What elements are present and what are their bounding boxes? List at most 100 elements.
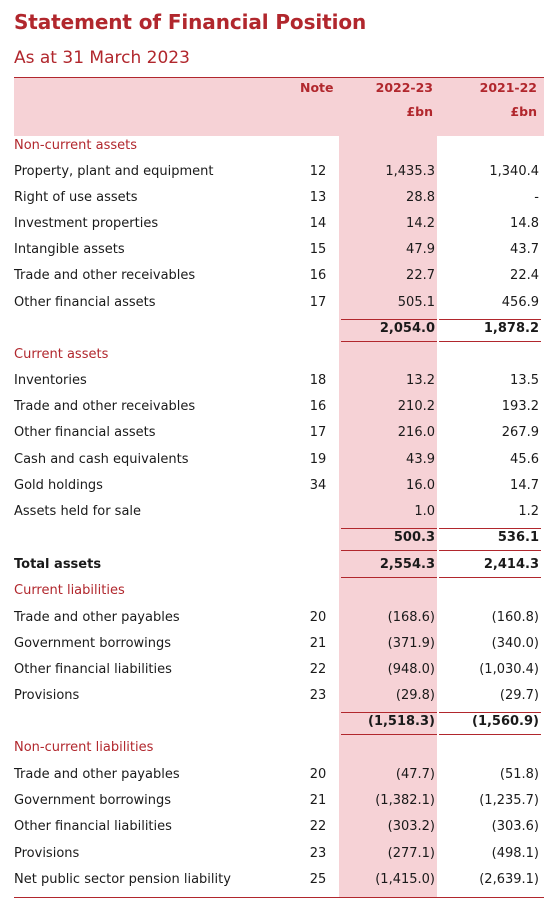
value-2022-23: 505.1 <box>397 295 435 310</box>
table-row: Trade and other receivables 16 22.7 22.4 <box>0 268 550 294</box>
page-title: Statement of Financial Position <box>14 10 367 34</box>
value-2021-22: 43.7 <box>510 242 539 257</box>
value-2021-22: 193.2 <box>501 399 539 414</box>
subtotal-rule <box>341 734 437 735</box>
section-label: Non-current liabilities <box>14 740 154 755</box>
table-row: Net public sector pension liability 25 (1,… <box>0 872 550 898</box>
table-row: Other financial assets 17 505.1 456.9 <box>0 295 550 321</box>
total-rule <box>439 577 541 578</box>
row-label: Provisions <box>14 688 80 703</box>
table-row: Investment properties 14 14.2 14.8 <box>0 216 550 242</box>
value-2021-22: 1.2 <box>518 504 539 519</box>
note-cell: 14 <box>309 216 327 231</box>
value-2021-22: (160.8) <box>491 610 539 625</box>
table-row: Government borrowings 21 (1,382.1) (1,235.7… <box>0 793 550 819</box>
subtotal-rule <box>439 341 541 342</box>
value-2022-23: 28.8 <box>406 190 435 205</box>
table-row: Cash and cash equivalents 19 43.9 45.6 <box>0 452 550 478</box>
note-cell: 22 <box>309 819 327 834</box>
value-2022-23: 210.2 <box>397 399 435 414</box>
value-2022-23: (303.2) <box>387 819 435 834</box>
current-year-column-band <box>339 78 437 897</box>
row-label: Trade and other receivables <box>14 399 196 414</box>
row-label: Other financial assets <box>14 295 156 310</box>
note-cell: 16 <box>309 268 327 283</box>
value-2021-22: 456.9 <box>501 295 539 310</box>
row-label: Trade and other payables <box>14 610 180 625</box>
note-cell: 19 <box>309 452 327 467</box>
row-label: Other financial assets <box>14 425 156 440</box>
value-2021-22: (51.8) <box>499 767 539 782</box>
subtotal-rule <box>439 528 541 529</box>
subtotal-rule <box>341 712 437 713</box>
table-row: Other financial liabilities 22 (948.0) (1,0… <box>0 662 550 688</box>
table-row: Provisions 23 (29.8) (29.7) <box>0 688 550 714</box>
subtotal-rule <box>439 712 541 713</box>
value-2021-22: (340.0) <box>491 636 539 651</box>
table-row: Other financial liabilities 22 (303.2) (303… <box>0 819 550 845</box>
section-heading: Non-current liabilities <box>0 740 550 766</box>
note-cell: 20 <box>309 767 327 782</box>
note-cell: 23 <box>309 688 327 703</box>
row-label: Government borrowings <box>14 636 172 651</box>
total-rule <box>341 577 437 578</box>
row-label: Investment properties <box>14 216 159 231</box>
page-subtitle: As at 31 March 2023 <box>14 48 190 68</box>
row-label: Trade and other payables <box>14 767 180 782</box>
value-2022-23: 1,435.3 <box>385 164 435 179</box>
col-2022-23-header: 2022-23 <box>375 80 433 95</box>
subtotal-rule <box>341 341 437 342</box>
value-2022-23: 2,554.3 <box>379 557 435 572</box>
note-cell: 21 <box>309 636 327 651</box>
value-2022-23: 500.3 <box>393 530 435 545</box>
value-2021-22: 2,414.3 <box>483 557 539 572</box>
value-2021-22: 13.5 <box>510 373 539 388</box>
value-2021-22: 267.9 <box>501 425 539 440</box>
value-2021-22: 14.7 <box>510 478 539 493</box>
table-row: Trade and other receivables 16 210.2 193.2 <box>0 399 550 425</box>
value-2022-23: 22.7 <box>406 268 435 283</box>
row-label: Assets held for sale <box>14 504 142 519</box>
note-cell: 13 <box>309 190 327 205</box>
value-2021-22: 1,340.4 <box>489 164 539 179</box>
note-cell: 15 <box>309 242 327 257</box>
section-label: Current assets <box>14 347 109 362</box>
total-row: Total assets 2,554.3 2,414.3 <box>0 557 550 583</box>
value-2021-22: (1,235.7) <box>479 793 539 808</box>
note-cell: 25 <box>309 872 327 887</box>
value-2021-22: 14.8 <box>510 216 539 231</box>
table-row: Intangible assets 15 47.9 43.7 <box>0 242 550 268</box>
table-row: Right of use assets 13 28.8 - <box>0 190 550 216</box>
value-2022-23: (948.0) <box>387 662 435 677</box>
table-row: Provisions 23 (277.1) (498.1) <box>0 846 550 872</box>
section-heading: Current assets <box>0 347 550 373</box>
note-column-header: Note <box>300 80 334 95</box>
subtotal-rule <box>341 528 437 529</box>
row-label: Total assets <box>14 557 102 572</box>
value-2022-23: 2,054.0 <box>379 321 435 336</box>
subtotal-rule <box>439 319 541 320</box>
col-2021-22-unit: £bn <box>510 104 537 119</box>
value-2022-23: (1,518.3) <box>368 714 435 729</box>
row-label: Government borrowings <box>14 793 172 808</box>
value-2021-22: 45.6 <box>510 452 539 467</box>
subtotal-row: 2,054.0 1,878.2 <box>0 321 550 347</box>
note-cell: 17 <box>309 425 327 440</box>
value-2021-22: 1,878.2 <box>483 321 539 336</box>
value-2022-23: (47.7) <box>395 767 435 782</box>
section-label: Non-current assets <box>14 138 138 153</box>
note-cell: 21 <box>309 793 327 808</box>
value-2022-23: 47.9 <box>406 242 435 257</box>
col-2022-23-unit: £bn <box>406 104 433 119</box>
row-label: Right of use assets <box>14 190 138 205</box>
note-cell: 20 <box>309 610 327 625</box>
table-row: Trade and other payables 20 (47.7) (51.8) <box>0 767 550 793</box>
value-2021-22: (1,030.4) <box>479 662 539 677</box>
section-heading: Non-current assets <box>0 138 550 164</box>
row-label: Intangible assets <box>14 242 125 257</box>
value-2022-23: (1,415.0) <box>375 872 435 887</box>
section-label: Current liabilities <box>14 583 125 598</box>
table-row: Assets held for sale 1.0 1.2 <box>0 504 550 530</box>
note-cell: 16 <box>309 399 327 414</box>
row-label: Net public sector pension liability <box>14 872 231 887</box>
